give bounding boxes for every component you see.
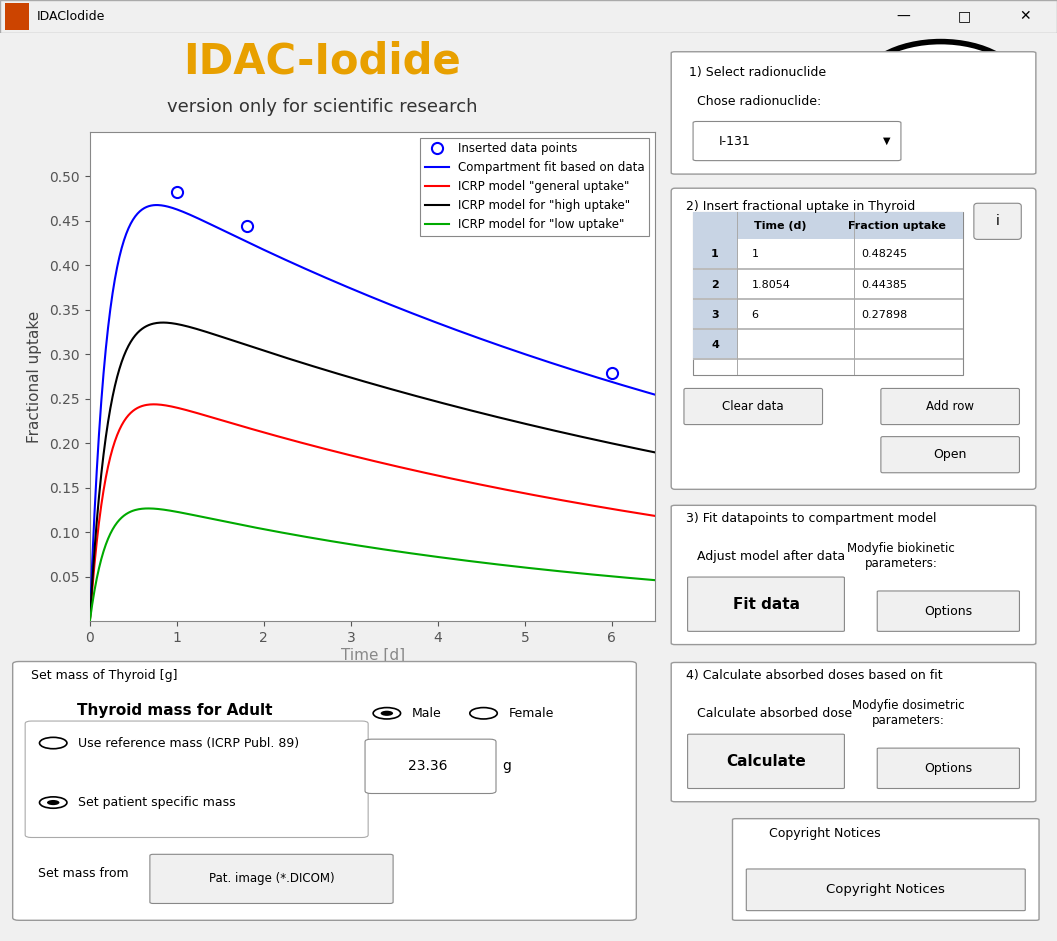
Circle shape [47,800,59,805]
Bar [693,329,737,359]
Legend: Inserted data points, Compartment fit based on data, ICRP model "general uptake": Inserted data points, Compartment fit ba… [421,137,649,235]
FancyBboxPatch shape [877,591,1019,631]
Ellipse shape [860,41,1021,133]
FancyBboxPatch shape [671,662,1036,802]
Text: Set patient specific mass: Set patient specific mass [78,796,236,809]
FancyBboxPatch shape [693,121,901,161]
Text: Use reference mass (ICRP Publ. 89): Use reference mass (ICRP Publ. 89) [78,737,299,750]
FancyBboxPatch shape [150,854,393,903]
Text: Calculate: Calculate [726,754,805,769]
Text: —: — [896,9,911,24]
Text: Fraction uptake: Fraction uptake [849,221,946,231]
Bar [693,213,963,239]
Text: Set mass of Thyroid [g]: Set mass of Thyroid [g] [32,669,178,682]
Bar [737,213,738,375]
Text: Modyfie dosimetric
parameters:: Modyfie dosimetric parameters: [852,698,965,726]
Bar [693,298,963,299]
Text: I-131: I-131 [719,135,750,148]
Text: IDAClodide: IDAClodide [37,10,106,23]
FancyBboxPatch shape [671,52,1036,174]
Text: ▼: ▼ [883,136,890,146]
Circle shape [39,738,67,749]
Text: ✕: ✕ [1020,9,1031,24]
FancyBboxPatch shape [671,505,1036,645]
FancyBboxPatch shape [13,662,636,920]
FancyBboxPatch shape [365,740,496,793]
Text: g: g [502,759,512,774]
Text: 3: 3 [711,310,719,320]
FancyBboxPatch shape [693,213,963,375]
Bar [853,213,855,375]
Text: 3) Fit datapoints to compartment model: 3) Fit datapoints to compartment model [686,512,937,525]
FancyBboxPatch shape [688,734,845,789]
Text: IDAC-Iodide: IDAC-Iodide [184,40,461,83]
FancyBboxPatch shape [688,577,845,631]
Text: Copyright Notices: Copyright Notices [827,884,945,897]
Text: Open: Open [933,448,967,461]
Text: Copyright Notices: Copyright Notices [769,827,880,839]
Text: Fit data: Fit data [733,597,799,612]
Text: Adjust model after data: Adjust model after data [697,550,845,563]
Text: 4: 4 [711,340,719,350]
FancyBboxPatch shape [973,203,1021,239]
X-axis label: Time [d]: Time [d] [340,647,405,662]
Text: 4) Calculate absorbed doses based on fit: 4) Calculate absorbed doses based on fit [686,669,943,682]
Text: Clear data: Clear data [722,400,784,413]
Circle shape [381,710,393,716]
Bar [693,269,737,299]
Text: Add row: Add row [926,400,975,413]
Text: IDAC: IDAC [903,58,979,87]
Text: Female: Female [508,707,554,720]
Circle shape [469,708,497,719]
Text: 1) Select radionuclide: 1) Select radionuclide [689,67,827,79]
FancyBboxPatch shape [880,389,1019,424]
Text: Options: Options [924,762,972,774]
Text: Thyroid mass for Adult: Thyroid mass for Adult [77,703,273,718]
Bar [5,4,29,30]
Text: 1: 1 [711,249,719,260]
Circle shape [373,708,401,719]
Bar [693,239,737,269]
Text: Male: Male [412,707,442,720]
Bar [693,328,963,329]
Bar [693,299,737,329]
Text: 0.44385: 0.44385 [860,279,907,290]
Text: 2: 2 [711,279,719,290]
Text: □: □ [958,9,970,24]
Text: Pat. image (*.DICOM): Pat. image (*.DICOM) [208,872,334,885]
Text: 1.8054: 1.8054 [752,279,791,290]
FancyBboxPatch shape [684,389,822,424]
Text: Set mass from: Set mass from [38,868,128,880]
Text: Modyfie biokinetic
parameters:: Modyfie biokinetic parameters: [847,541,954,569]
Text: 1: 1 [752,249,759,260]
Text: Chose radionuclide:: Chose radionuclide: [697,95,821,107]
Text: 0.27898: 0.27898 [860,310,907,320]
Text: Time (d): Time (d) [755,221,806,231]
Text: 2) Insert fractional uptake in Thyroid: 2) Insert fractional uptake in Thyroid [686,200,915,214]
Text: 0.48245: 0.48245 [860,249,907,260]
FancyBboxPatch shape [880,437,1019,472]
FancyBboxPatch shape [25,721,368,837]
Y-axis label: Fractional uptake: Fractional uptake [27,311,42,442]
Text: 23.36: 23.36 [408,759,447,774]
FancyBboxPatch shape [746,869,1025,911]
Text: version only for scientific research: version only for scientific research [167,98,478,116]
Text: Calculate absorbed dose: Calculate absorbed dose [697,707,852,720]
FancyBboxPatch shape [671,188,1036,489]
FancyBboxPatch shape [877,748,1019,789]
Text: Iodide: Iodide [911,100,970,119]
FancyBboxPatch shape [733,819,1039,920]
Text: Options: Options [924,605,972,617]
Bar [693,268,963,269]
Text: 6: 6 [752,310,759,320]
Text: i: i [996,215,1000,229]
Circle shape [39,797,67,808]
